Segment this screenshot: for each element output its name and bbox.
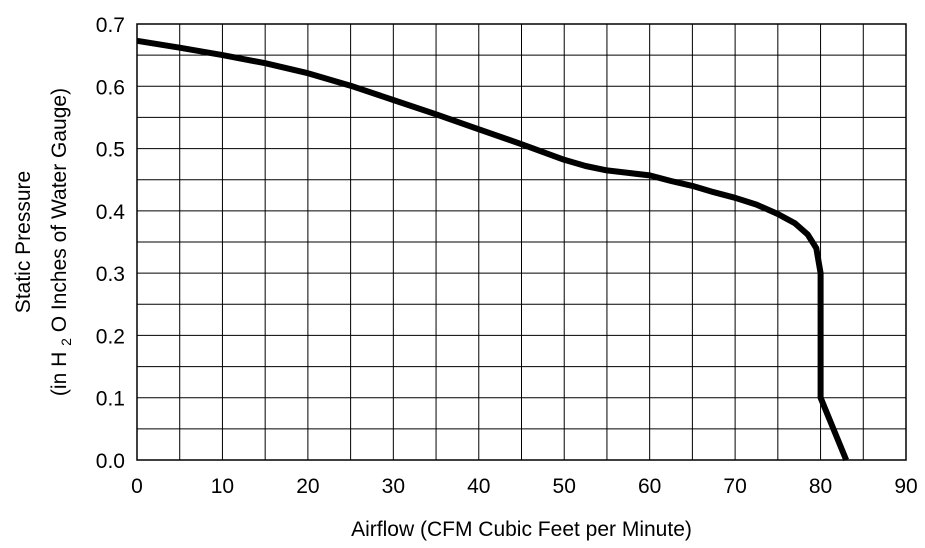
y-tick-label: 0.2 xyxy=(96,325,125,348)
x-tick-label: 10 xyxy=(211,475,234,498)
y-tick-label: 0.3 xyxy=(96,263,125,286)
y-tick-label: 0.7 xyxy=(96,14,125,37)
grid xyxy=(137,24,906,460)
y-tick-labels: 0.0 0.1 0.2 0.3 0.4 0.5 0.6 0.7 xyxy=(96,14,126,473)
x-tick-label: 70 xyxy=(723,475,746,498)
y-tick-label: 0.6 xyxy=(96,76,125,99)
x-tick-label: 50 xyxy=(553,475,576,498)
x-tick-label: 20 xyxy=(296,475,319,498)
x-axis-title: Airflow (CFM Cubic Feet per Minute) xyxy=(351,518,692,541)
y-axis-title-part1: (in H xyxy=(48,352,71,396)
x-tick-label: 90 xyxy=(894,475,917,498)
y-axis-title-subscript: 2 xyxy=(58,338,74,346)
y-axis-title-line2: (in H 2 O Inches of Water Gauge) xyxy=(48,88,76,396)
x-tick-label: 0 xyxy=(131,475,143,498)
y-tick-label: 0.5 xyxy=(96,139,125,162)
y-tick-label: 0.4 xyxy=(96,201,126,224)
x-tick-label: 30 xyxy=(382,475,405,498)
y-axis-title-line1: Static Pressure xyxy=(12,171,35,313)
y-tick-label: 0.0 xyxy=(96,450,125,473)
y-axis-title-part2: O Inches of Water Gauge) xyxy=(48,88,71,332)
x-tick-label: 40 xyxy=(467,475,490,498)
x-tick-label: 60 xyxy=(638,475,661,498)
series-line xyxy=(136,37,849,462)
x-tick-label: 80 xyxy=(809,475,832,498)
x-tick-labels: 0 10 20 30 40 50 60 70 80 90 xyxy=(131,475,918,498)
plot-frame xyxy=(136,23,907,461)
y-tick-label: 0.1 xyxy=(96,388,125,411)
